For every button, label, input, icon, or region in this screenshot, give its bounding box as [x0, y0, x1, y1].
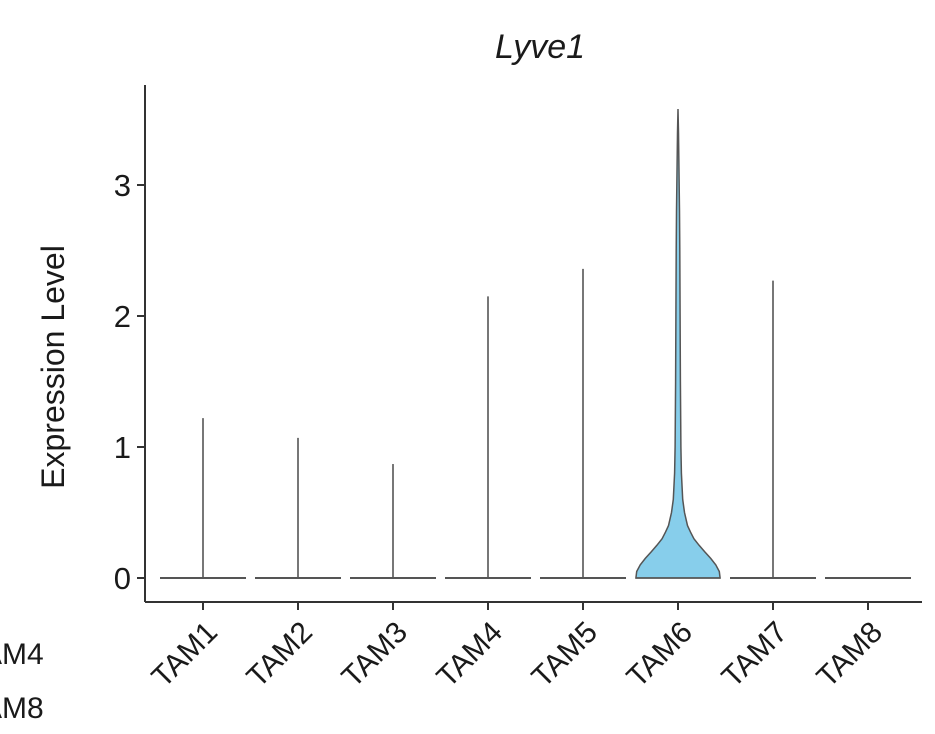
y-tick-label: 3: [114, 168, 131, 203]
x-tick-label: TAM2: [241, 616, 319, 694]
y-tick-label: 1: [114, 430, 131, 465]
x-tick-label: TAM6: [621, 616, 699, 694]
x-tick-label: TAM1: [146, 616, 224, 694]
x-tick-label: TAM4: [431, 616, 509, 694]
clipped-label-2: AM8: [0, 692, 44, 725]
y-axis-label: Expression Level: [35, 245, 71, 489]
clipped-label-1: AM4: [0, 638, 44, 671]
plot-area: 0 1 2 3 TAM1 TAM2 TAM3 TAM4 TAM5 TAM6 TAM7 TAM8: [114, 85, 922, 694]
y-tick-label: 0: [114, 561, 131, 596]
y-tick-label: 2: [114, 299, 131, 334]
x-tick-label: TAM5: [526, 616, 604, 694]
x-tick-label: TAM8: [811, 616, 889, 694]
x-tick-label: TAM7: [716, 616, 794, 694]
chart-title: Lyve1: [495, 28, 585, 66]
violin-tam6: [635, 108, 721, 579]
x-tick-label: TAM3: [336, 616, 414, 694]
